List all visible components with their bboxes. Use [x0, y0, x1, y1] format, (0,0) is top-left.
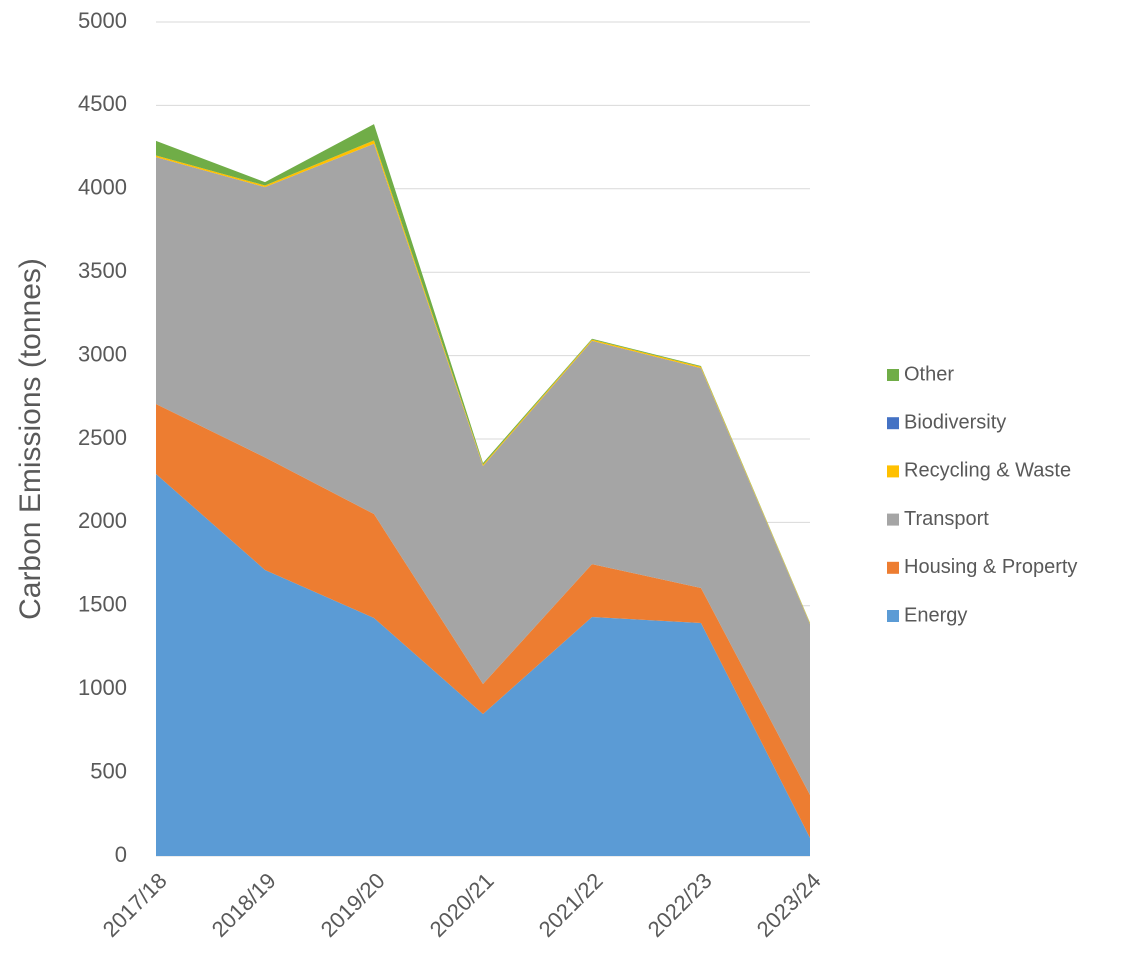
legend-swatch: [887, 369, 899, 381]
legend-swatch: [887, 417, 899, 430]
area: [156, 474, 810, 856]
legend-swatch: [887, 465, 899, 478]
y-tick-label: 5000: [78, 8, 127, 33]
legend-swatch: [887, 513, 899, 526]
y-axis-title: Carbon Emissions (tonnes): [14, 258, 47, 620]
y-tick-label: 4500: [78, 91, 127, 116]
x-tick-label: 2019/20: [316, 868, 390, 942]
y-tick-label: 2000: [78, 508, 127, 533]
x-tick-label: 2021/22: [534, 868, 608, 942]
y-tick-label: 3500: [78, 258, 127, 283]
legend-label: Transport: [904, 508, 989, 530]
area: [156, 403, 810, 838]
x-tick-label: 2017/18: [98, 868, 172, 942]
area: [156, 143, 810, 795]
y-tick-label: 500: [90, 758, 127, 783]
x-tick-label: 2018/19: [207, 868, 281, 942]
y-tick-label: 1500: [78, 592, 127, 617]
legend-label: Housing & Property: [904, 556, 1077, 578]
x-tick-label: 2023/24: [752, 868, 826, 942]
y-tick-label: 2500: [78, 425, 127, 450]
legend-swatch: [887, 561, 899, 574]
y-tick-label: 1000: [78, 675, 127, 700]
legend-label: Energy: [904, 604, 967, 626]
y-tick-label: 4000: [78, 175, 127, 200]
legend-label: Other: [904, 363, 954, 385]
x-tick-label: 2020/21: [425, 868, 499, 942]
legend-swatch: [887, 610, 899, 622]
legend-label: Biodiversity: [904, 411, 1006, 433]
x-tick-label: 2022/23: [643, 868, 717, 942]
legend-label: Recycling & Waste: [904, 460, 1071, 482]
y-tick-label: 0: [115, 842, 127, 867]
y-tick-label: 3000: [78, 341, 127, 366]
